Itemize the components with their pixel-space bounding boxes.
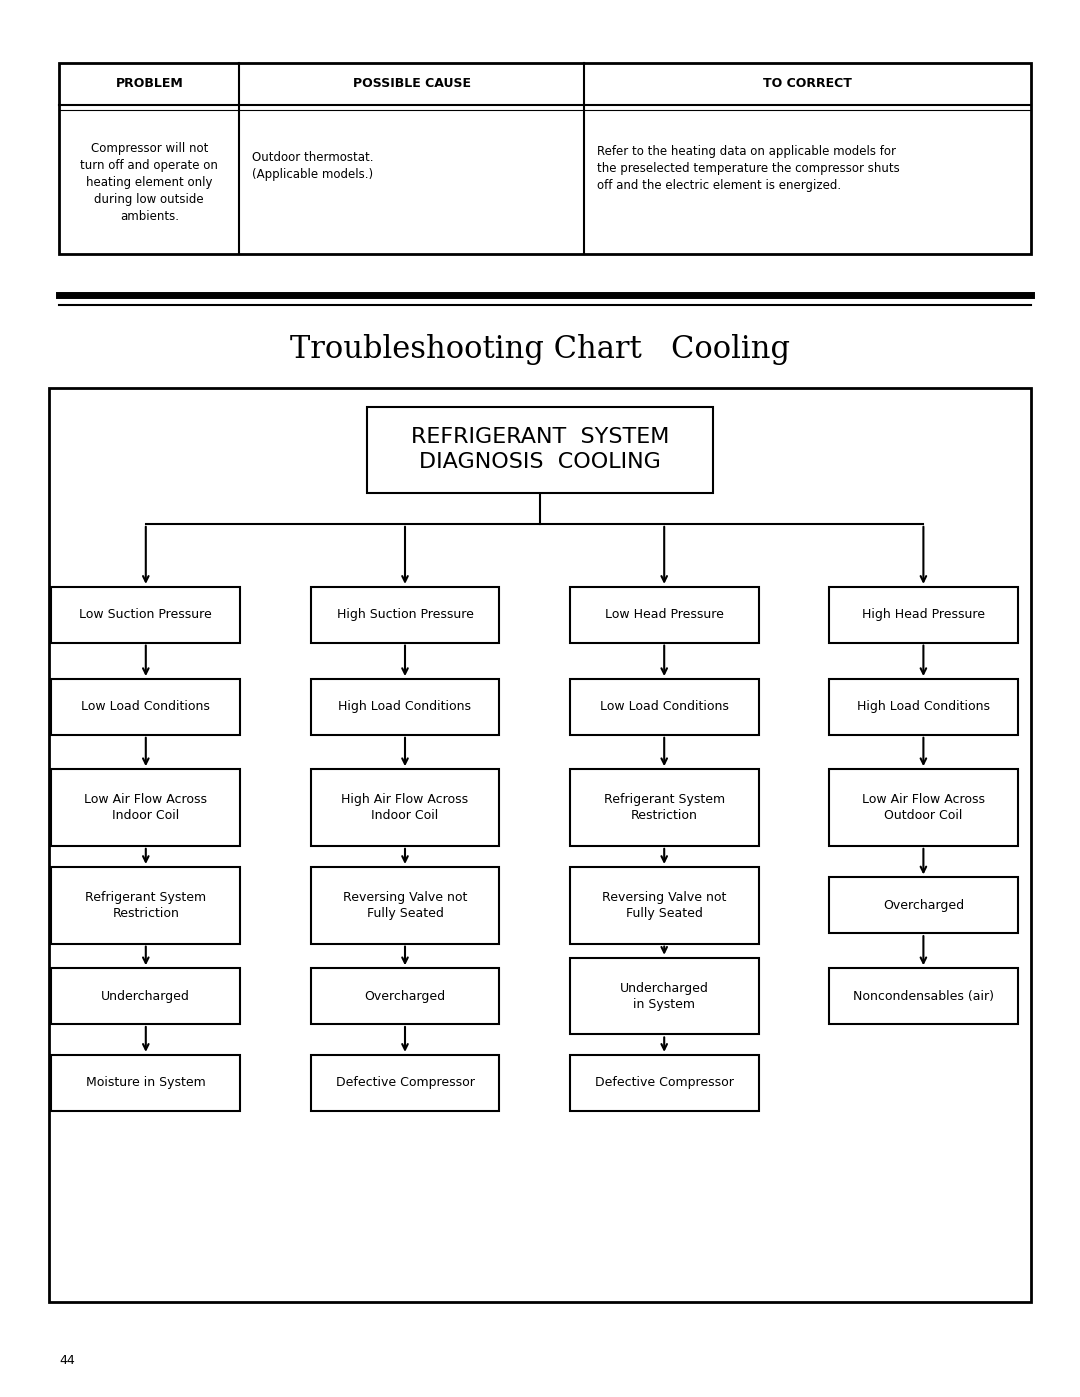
FancyBboxPatch shape — [52, 866, 241, 944]
Text: Refrigerant System
Restriction: Refrigerant System Restriction — [85, 891, 206, 919]
FancyBboxPatch shape — [311, 770, 499, 847]
Text: High Air Flow Across
Indoor Coil: High Air Flow Across Indoor Coil — [341, 793, 469, 821]
Text: Reversing Valve not
Fully Seated: Reversing Valve not Fully Seated — [602, 891, 727, 919]
FancyBboxPatch shape — [59, 63, 1031, 254]
FancyBboxPatch shape — [311, 679, 499, 735]
FancyBboxPatch shape — [570, 679, 758, 735]
Text: PROBLEM: PROBLEM — [116, 77, 184, 91]
Text: Undercharged: Undercharged — [102, 989, 190, 1003]
FancyBboxPatch shape — [570, 1055, 758, 1111]
Text: Defective Compressor: Defective Compressor — [336, 1076, 474, 1090]
FancyBboxPatch shape — [570, 866, 758, 944]
FancyBboxPatch shape — [52, 770, 241, 847]
FancyBboxPatch shape — [311, 968, 499, 1024]
Text: Refrigerant System
Restriction: Refrigerant System Restriction — [604, 793, 725, 821]
FancyBboxPatch shape — [311, 866, 499, 944]
FancyBboxPatch shape — [367, 407, 713, 493]
FancyBboxPatch shape — [829, 679, 1017, 735]
FancyBboxPatch shape — [570, 958, 758, 1034]
Text: TO CORRECT: TO CORRECT — [764, 77, 852, 91]
Text: Refer to the heating data on applicable models for
the preselected temperature t: Refer to the heating data on applicable … — [597, 145, 900, 191]
FancyBboxPatch shape — [49, 388, 1031, 1302]
FancyBboxPatch shape — [829, 877, 1017, 933]
FancyBboxPatch shape — [52, 587, 241, 643]
Text: Low Air Flow Across
Indoor Coil: Low Air Flow Across Indoor Coil — [84, 793, 207, 821]
FancyBboxPatch shape — [52, 1055, 241, 1111]
Text: Moisture in System: Moisture in System — [86, 1076, 205, 1090]
FancyBboxPatch shape — [311, 1055, 499, 1111]
Text: Undercharged
in System: Undercharged in System — [620, 982, 708, 1010]
Text: Compressor will not
turn off and operate on
heating element only
during low outs: Compressor will not turn off and operate… — [80, 142, 218, 222]
Text: Troubleshooting Chart   Cooling: Troubleshooting Chart Cooling — [291, 334, 789, 365]
Text: Overcharged: Overcharged — [364, 989, 446, 1003]
FancyBboxPatch shape — [311, 587, 499, 643]
Text: Defective Compressor: Defective Compressor — [595, 1076, 733, 1090]
FancyBboxPatch shape — [570, 770, 758, 847]
Text: Low Load Conditions: Low Load Conditions — [599, 700, 729, 714]
FancyBboxPatch shape — [829, 770, 1017, 847]
Text: Outdoor thermostat.
(Applicable models.): Outdoor thermostat. (Applicable models.) — [252, 151, 374, 180]
Text: POSSIBLE CAUSE: POSSIBLE CAUSE — [353, 77, 471, 91]
Text: Low Suction Pressure: Low Suction Pressure — [80, 608, 212, 622]
FancyBboxPatch shape — [570, 587, 758, 643]
Text: Overcharged: Overcharged — [882, 898, 964, 912]
Text: Low Air Flow Across
Outdoor Coil: Low Air Flow Across Outdoor Coil — [862, 793, 985, 821]
Text: Noncondensables (air): Noncondensables (air) — [853, 989, 994, 1003]
Text: High Suction Pressure: High Suction Pressure — [337, 608, 473, 622]
Text: High Load Conditions: High Load Conditions — [856, 700, 990, 714]
Text: Low Load Conditions: Low Load Conditions — [81, 700, 211, 714]
FancyBboxPatch shape — [829, 968, 1017, 1024]
FancyBboxPatch shape — [52, 968, 241, 1024]
FancyBboxPatch shape — [829, 587, 1017, 643]
FancyBboxPatch shape — [52, 679, 241, 735]
Text: Low Head Pressure: Low Head Pressure — [605, 608, 724, 622]
Text: High Load Conditions: High Load Conditions — [338, 700, 472, 714]
Text: REFRIGERANT  SYSTEM
DIAGNOSIS  COOLING: REFRIGERANT SYSTEM DIAGNOSIS COOLING — [410, 427, 670, 472]
Text: High Head Pressure: High Head Pressure — [862, 608, 985, 622]
Text: Reversing Valve not
Fully Seated: Reversing Valve not Fully Seated — [342, 891, 468, 919]
Text: 44: 44 — [59, 1354, 76, 1368]
